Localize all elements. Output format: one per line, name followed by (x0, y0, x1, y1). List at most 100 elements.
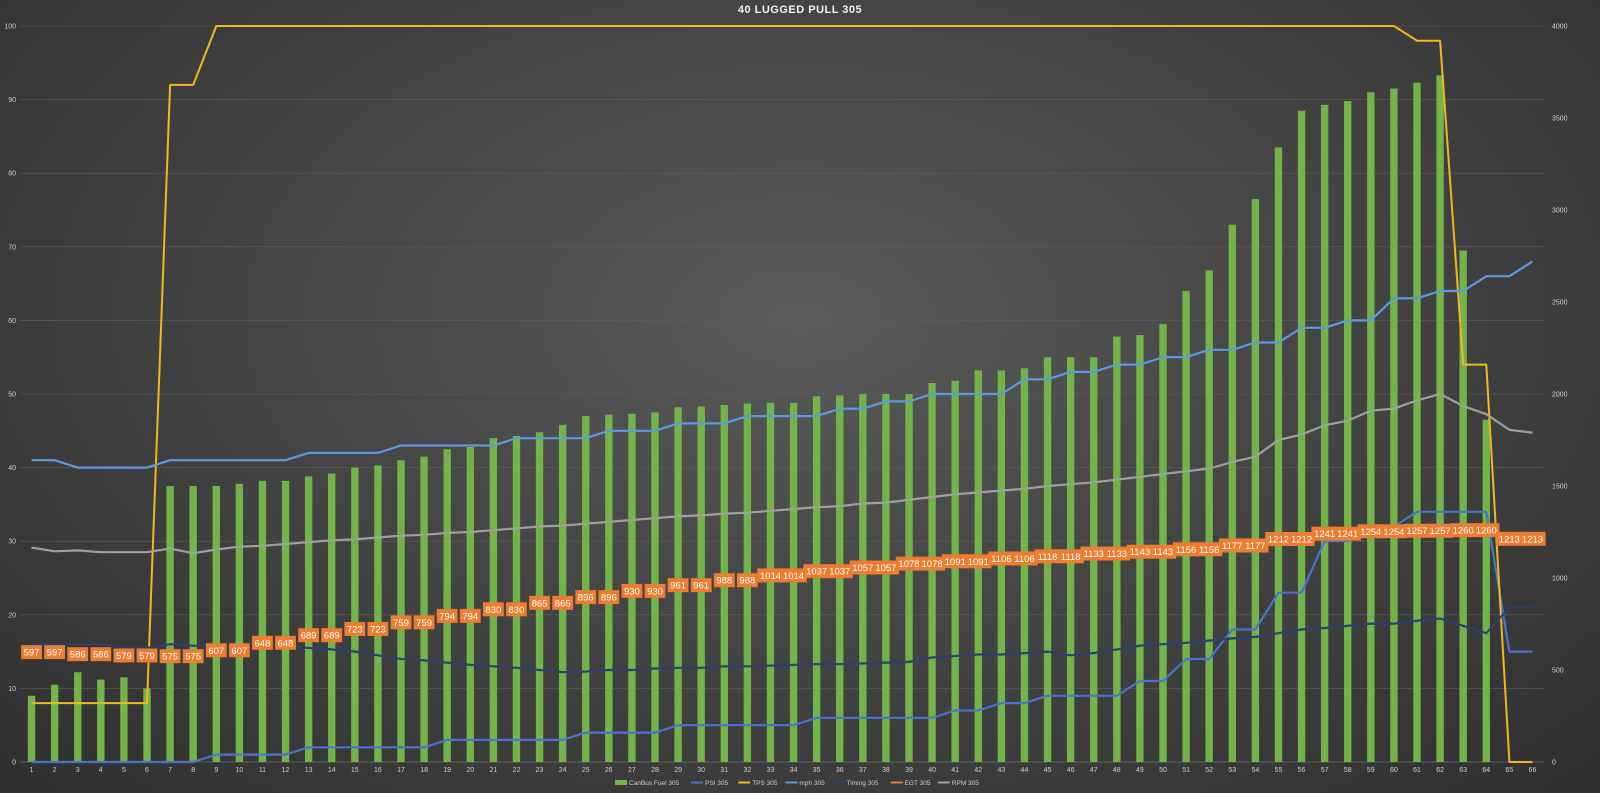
x-tick-label: 29 (674, 767, 682, 774)
legend-label: RPM 305 (952, 780, 979, 787)
y-right-tick-label: 4000 (1552, 24, 1568, 31)
x-tick-label: 65 (1505, 767, 1513, 774)
series-line-rpm-305 (31, 392, 1533, 555)
x-tick-label: 40 (928, 767, 936, 774)
fuel-bar (281, 480, 290, 762)
egt-label-box (965, 554, 992, 569)
egt-data-label: 648 (255, 638, 271, 649)
egt-data-label: 1078 (898, 559, 919, 570)
egt-data-label: 961 (670, 581, 686, 592)
fuel-bar (304, 476, 313, 762)
egt-data-label: 1143 (1153, 547, 1173, 558)
egt-data-label: 1143 (1130, 547, 1150, 558)
egt-label-box (413, 615, 435, 630)
fuel-bar (189, 486, 197, 762)
egt-data-label: 961 (693, 581, 709, 592)
egt-label-box (1334, 526, 1361, 541)
x-tick-label: 56 (1298, 767, 1306, 774)
egt-label-box (1426, 523, 1454, 538)
egt-label-box (252, 635, 273, 650)
egt-label-box (644, 583, 666, 598)
fuel-bar (420, 456, 428, 762)
fuel-bar (928, 382, 936, 762)
fuel-bars (27, 75, 1490, 763)
x-tick-label: 5 (122, 767, 126, 774)
x-tick-label: 11 (259, 767, 266, 774)
egt-data-label: 723 (370, 624, 386, 635)
fuel-bar (1274, 147, 1283, 762)
x-tick-label: 23 (536, 767, 544, 774)
fuel-bar (882, 394, 890, 762)
x-tick-label: 14 (328, 767, 336, 774)
egt-label-box (575, 590, 597, 605)
legend-item: EGT 305 (890, 780, 931, 787)
x-tick-label: 32 (743, 767, 751, 774)
legend: CanBus Fuel 305 PSI 305 TPS 305 mph 305 Timi… (615, 780, 979, 787)
egt-data-label: 1014 (760, 571, 781, 582)
x-tick-label: 2 (53, 767, 57, 774)
egt-label-box (1496, 531, 1523, 546)
legend-item: RPM 305 (937, 780, 979, 787)
egt-label-box (552, 595, 574, 610)
legend-label: mph 305 (799, 780, 825, 787)
x-tick-label: 62 (1436, 767, 1444, 774)
x-tick-label: 52 (1205, 767, 1213, 774)
x-tick-label: 66 (1529, 767, 1537, 774)
x-tick-label: 51 (1182, 767, 1190, 774)
egt-label-box (690, 578, 712, 593)
x-tick-label: 18 (420, 767, 428, 774)
legend-label: CanBus Fuel 305 (629, 780, 680, 787)
x-tick-label: 26 (605, 767, 613, 774)
egt-data-label: 988 (739, 576, 755, 587)
legend-item: PSI 305 (691, 780, 729, 787)
fuel-bar (74, 672, 82, 762)
egt-label-box (918, 556, 946, 571)
egt-label-box (849, 560, 877, 575)
egt-data-label: 1118 (1061, 552, 1081, 563)
series-line-psi-305 (31, 510, 1533, 764)
x-tick-label: 59 (1367, 767, 1375, 774)
egt-label-box (1519, 531, 1546, 546)
chart-title: 40 LUGGED PULL 305 (738, 4, 862, 16)
egt-data-label: 896 (601, 593, 617, 604)
y-right-tick-label: 1000 (1552, 576, 1568, 583)
egt-data-label: 930 (647, 586, 663, 597)
y-left-tick-label: 10 (8, 686, 16, 693)
fuel-bar (258, 480, 267, 762)
x-tick-label: 8 (191, 767, 195, 774)
y-right-tick-label: 2500 (1552, 300, 1568, 307)
egt-label-box (459, 608, 481, 623)
egt-data-label: 830 (509, 605, 525, 616)
egt-label-box (1357, 524, 1385, 539)
egt-data-label: 1078 (922, 559, 943, 570)
x-tick-label: 12 (282, 767, 290, 774)
fuel-bar (1413, 82, 1421, 762)
egt-data-label: 1106 (991, 554, 1011, 565)
egt-label-box (228, 643, 250, 658)
fuel-bar (235, 483, 244, 762)
egt-data-label: 689 (324, 631, 340, 642)
x-tick-label: 58 (1344, 767, 1352, 774)
egt-data-label: 1241 (1314, 529, 1335, 540)
egt-data-label: 759 (416, 618, 432, 629)
fuel-bar (489, 438, 498, 762)
fuel-bar (1297, 110, 1306, 762)
egt-data-label: 723 (347, 624, 363, 635)
egt-data-label: 1118 (1038, 552, 1058, 563)
x-tick-label: 45 (1044, 767, 1052, 774)
egt-data-label: 794 (462, 611, 478, 622)
y-right-tick-label: 2000 (1552, 392, 1568, 399)
fuel-bar (905, 394, 913, 762)
egt-data-label: 1091 (945, 557, 966, 568)
egt-label-box (182, 649, 204, 664)
fuel-bar (328, 473, 336, 762)
x-tick-label: 57 (1321, 767, 1329, 774)
y-left-tick-label: 100 (4, 24, 16, 31)
x-tick-label: 63 (1459, 767, 1467, 774)
x-tick-label: 42 (974, 767, 982, 774)
egt-label-box (506, 602, 527, 617)
egt-label-box (872, 560, 900, 575)
egt-label-box (1103, 546, 1131, 561)
egt-label-box (757, 568, 784, 583)
egt-data-label: 1260 (1453, 526, 1474, 537)
